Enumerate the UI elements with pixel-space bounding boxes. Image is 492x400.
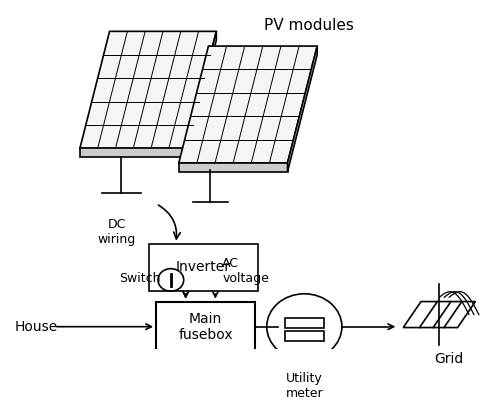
- FancyBboxPatch shape: [284, 318, 324, 328]
- Text: Switch: Switch: [120, 272, 161, 285]
- Text: AC
voltage: AC voltage: [222, 257, 269, 285]
- Polygon shape: [179, 163, 287, 172]
- FancyBboxPatch shape: [284, 331, 324, 340]
- Polygon shape: [179, 46, 317, 163]
- Polygon shape: [80, 148, 186, 157]
- Text: PV modules: PV modules: [264, 18, 354, 33]
- Polygon shape: [287, 46, 317, 172]
- Text: Main
fusebox: Main fusebox: [178, 312, 233, 342]
- Text: House: House: [15, 320, 58, 334]
- Polygon shape: [186, 31, 216, 157]
- Text: Inverter: Inverter: [176, 260, 231, 274]
- FancyArrowPatch shape: [158, 205, 180, 239]
- Text: DC
wiring: DC wiring: [97, 218, 136, 246]
- FancyBboxPatch shape: [156, 302, 255, 352]
- Text: Utility
meter: Utility meter: [285, 372, 323, 400]
- Text: Grid: Grid: [434, 352, 464, 366]
- FancyBboxPatch shape: [149, 244, 258, 291]
- Polygon shape: [80, 31, 216, 148]
- Polygon shape: [403, 302, 475, 328]
